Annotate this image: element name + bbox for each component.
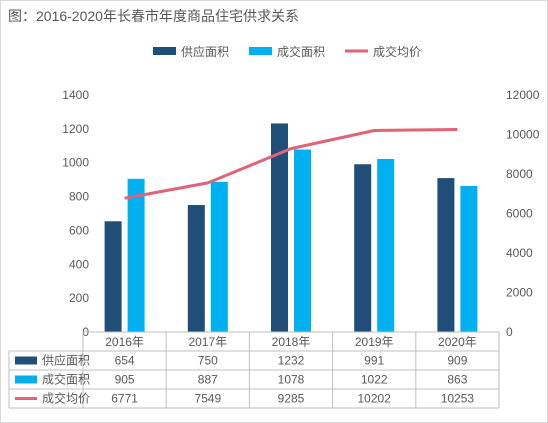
bar-1-2016年 <box>104 221 122 332</box>
left-axis-tick-label: 600 <box>69 223 89 237</box>
table-value-1-2: 750 <box>198 354 218 368</box>
table-value-3-1: 6771 <box>111 392 138 406</box>
table-value-1-1: 654 <box>115 354 135 368</box>
bar-2-2016年 <box>127 178 145 332</box>
table-value-2-4: 1022 <box>361 373 388 387</box>
table-value-3-3: 9285 <box>278 392 305 406</box>
legend-label-2: 成交面积 <box>277 44 325 59</box>
table-value-3-5: 10253 <box>441 392 475 406</box>
table-value-1-5: 909 <box>447 354 467 368</box>
table-series-label-2: 成交面积 <box>42 372 90 387</box>
right-axis-tick-label: 10000 <box>506 128 540 142</box>
legend-swatch-1 <box>153 47 176 55</box>
table-legend-swatch-1 <box>15 356 37 365</box>
table-value-3-4: 10202 <box>358 392 392 406</box>
table-value-2-2: 887 <box>198 373 218 387</box>
left-axis-tick-label: 400 <box>69 257 89 271</box>
left-axis-tick-label: 1200 <box>62 122 89 136</box>
bar-1-2018年 <box>271 123 288 332</box>
category-label: 2020年 <box>438 335 477 349</box>
category-label: 2016年 <box>105 335 144 349</box>
table-value-1-4: 991 <box>364 354 384 368</box>
table-value-3-2: 7549 <box>194 392 221 406</box>
table-value-2-5: 863 <box>447 373 467 387</box>
bar-1-2020年 <box>437 178 455 332</box>
bar-1-2019年 <box>354 164 372 332</box>
right-axis-tick-label: 0 <box>506 325 513 339</box>
table-value-2-1: 905 <box>115 373 135 387</box>
legend-label-1: 供应面积 <box>181 44 229 59</box>
right-axis-tick-label: 8000 <box>506 167 533 181</box>
right-axis-tick-label: 6000 <box>506 207 533 221</box>
chart-title: 图：2016-2020年长春市年度商品住宅供求关系 <box>8 8 299 24</box>
left-axis-tick-label: 800 <box>69 190 89 204</box>
right-axis-tick-label: 2000 <box>506 286 533 300</box>
bar-2-2020年 <box>460 185 478 332</box>
right-axis-tick-label: 4000 <box>506 246 533 260</box>
table-series-label-3: 成交均价 <box>42 391 90 406</box>
category-label: 2018年 <box>272 335 311 349</box>
left-axis-tick-label: 1000 <box>62 156 89 170</box>
table-series-label-1: 供应面积 <box>42 353 90 368</box>
right-axis-tick-label: 12000 <box>506 88 540 102</box>
line-series-1 <box>124 128 458 200</box>
bar-2-2019年 <box>377 158 395 332</box>
left-axis-tick-label: 1400 <box>62 88 89 102</box>
category-label: 2017年 <box>188 335 227 349</box>
category-label: 2019年 <box>355 335 394 349</box>
legend-swatch-2 <box>249 47 272 55</box>
legend-label-3: 成交均价 <box>373 44 421 59</box>
table-value-2-3: 1078 <box>278 373 305 387</box>
bar-1-2017年 <box>187 205 205 332</box>
table-legend-swatch-2 <box>15 375 37 384</box>
bar-2-2018年 <box>294 149 311 332</box>
left-axis-tick-label: 200 <box>69 291 89 305</box>
table-value-1-3: 1232 <box>278 354 305 368</box>
bar-2-2017年 <box>210 181 228 332</box>
